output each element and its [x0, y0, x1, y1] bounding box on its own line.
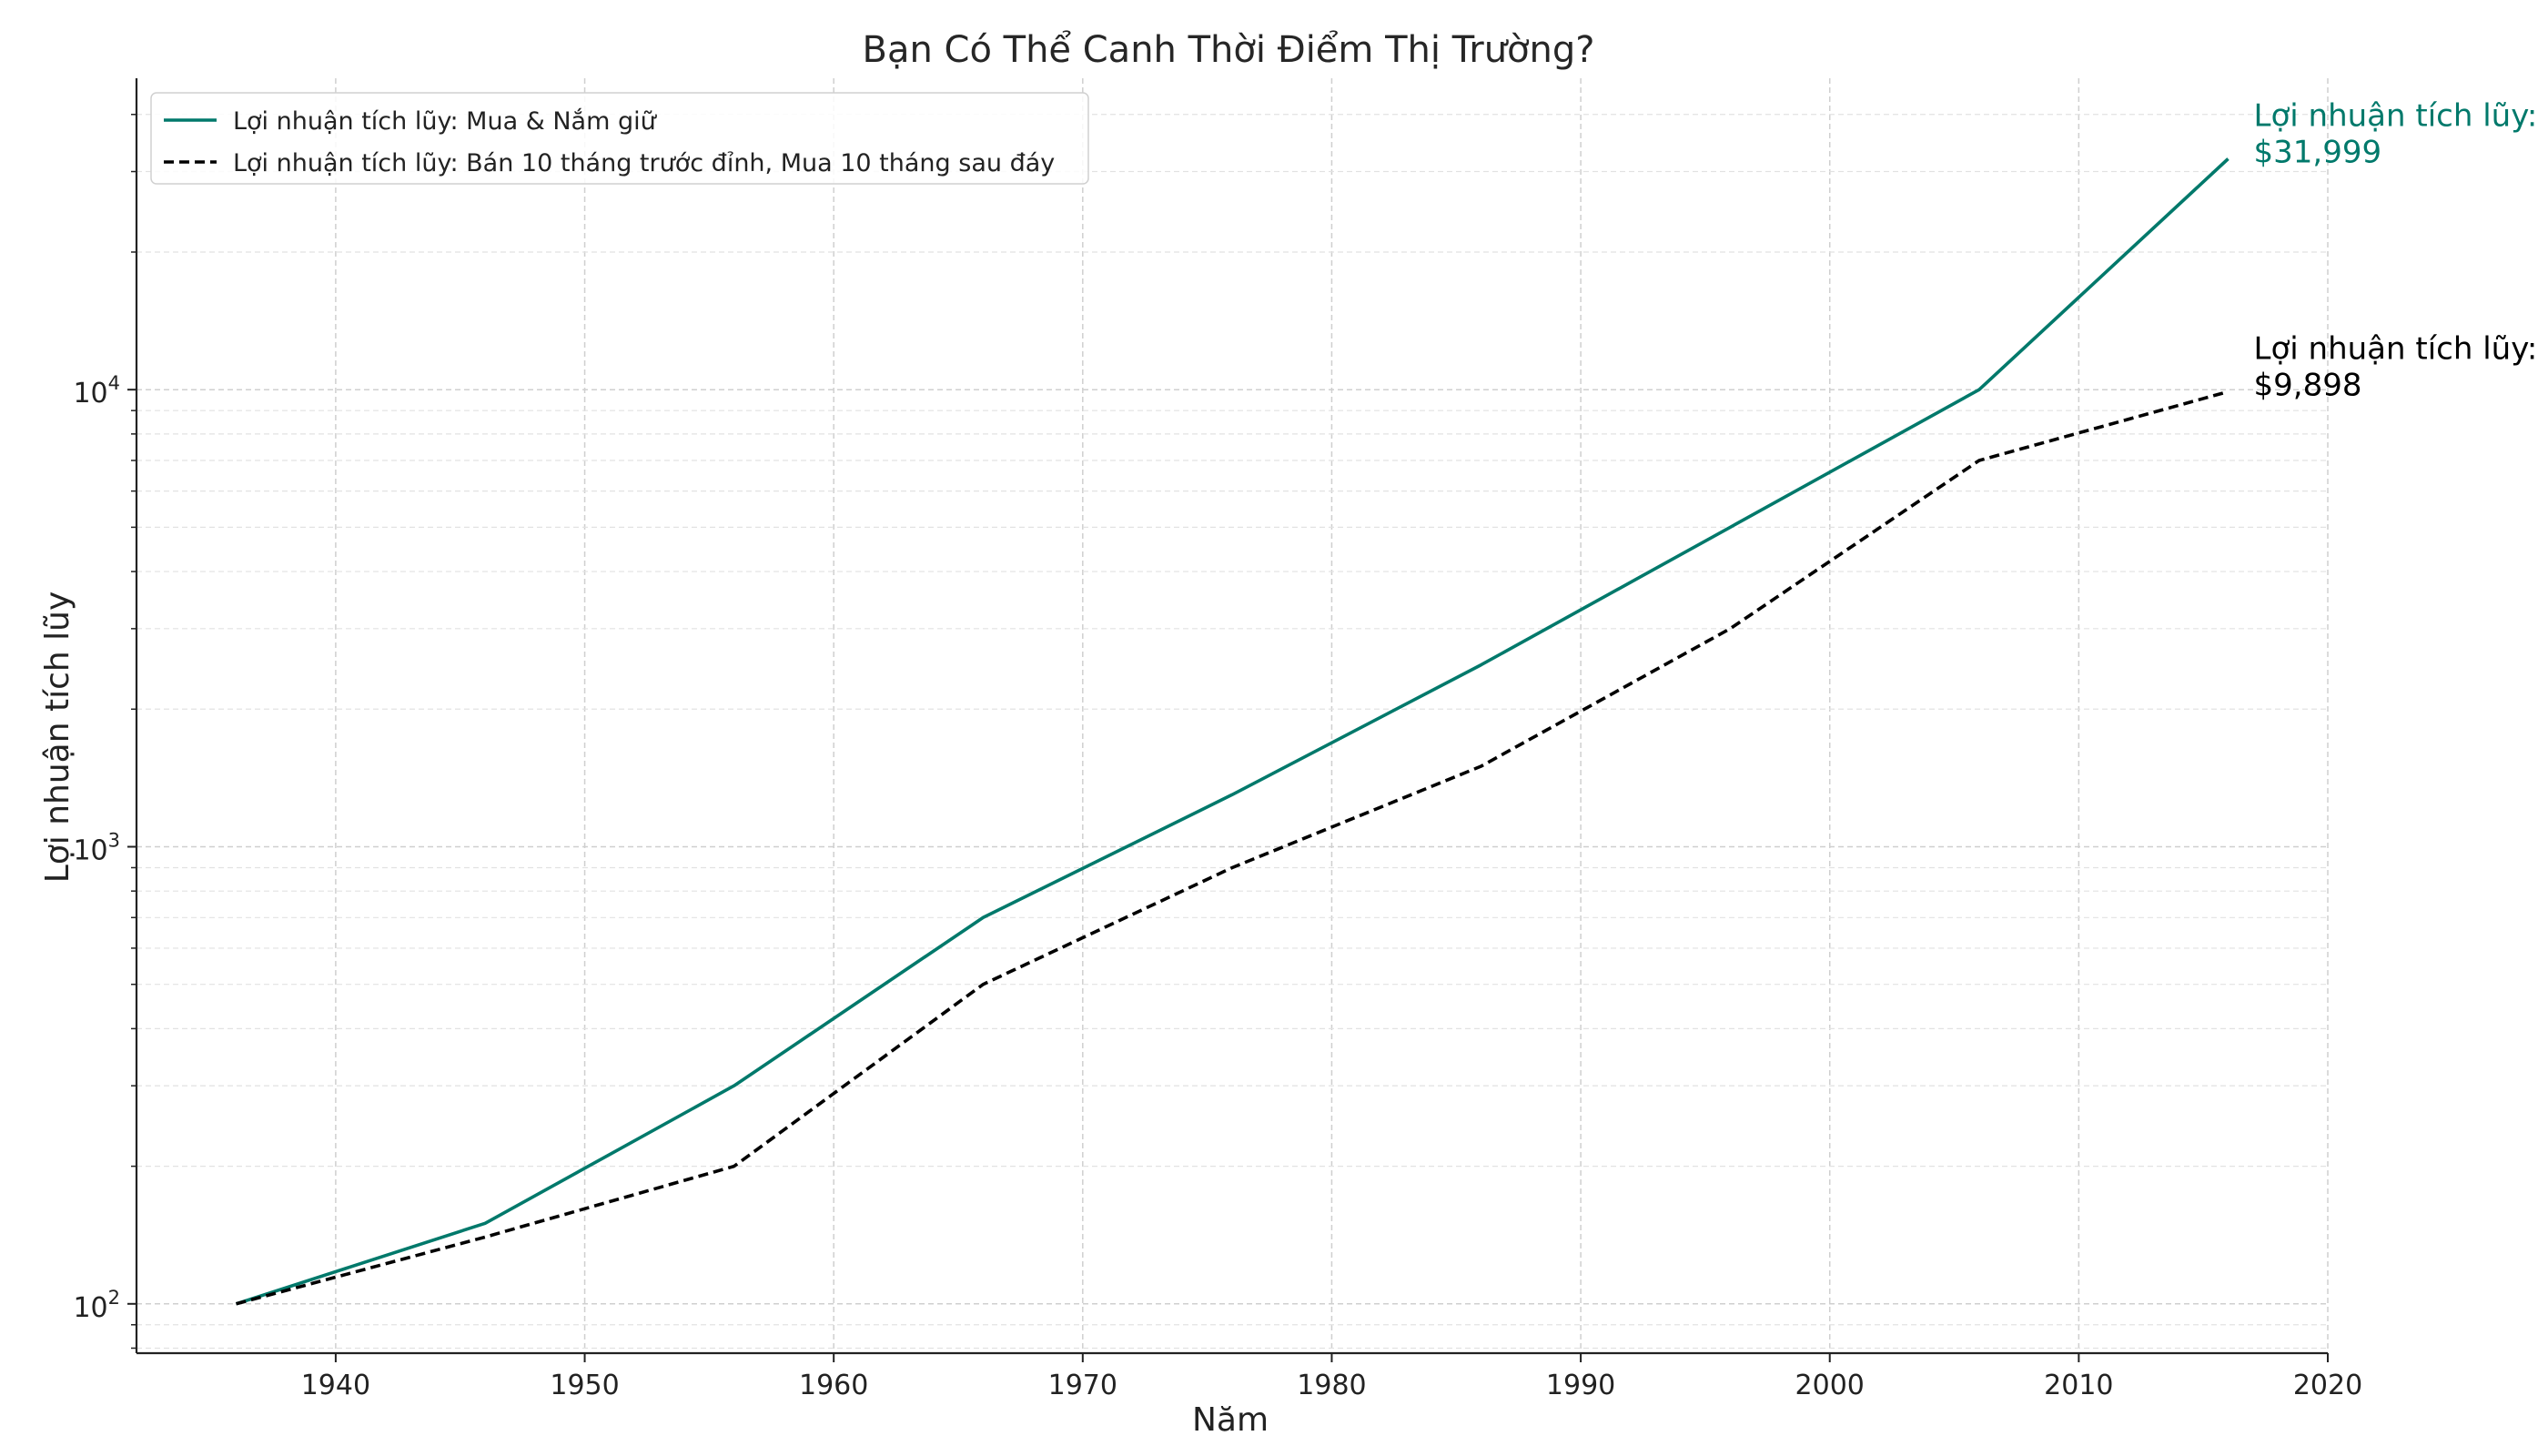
series-layer	[235, 157, 2230, 1306]
x-tick-label: 1950	[550, 1370, 619, 1401]
x-tick-label: 2000	[1795, 1370, 1865, 1401]
x-tick-label: 1970	[1048, 1370, 1117, 1401]
annotation-label-2: Lợi nhuận tích lũy:	[2254, 330, 2538, 367]
series-line-1	[235, 157, 2230, 1306]
y-tick-label: 102	[73, 1287, 120, 1324]
y-tick-label: 103	[73, 829, 120, 866]
chart-title: Bạn Có Thể Canh Thời Điểm Thị Trường?	[863, 29, 1595, 71]
annotation-value-1: $31,999	[2254, 134, 2382, 170]
x-tick-label: 1960	[799, 1370, 868, 1401]
y-axis-label: Lợi nhuận tích lũy	[39, 592, 76, 884]
legend-label-1: Lợi nhuận tích lũy: Mua & Nắm giữ	[233, 107, 658, 136]
x-tick-label: 1990	[1546, 1370, 1615, 1401]
legend-box	[150, 92, 1089, 185]
x-tick-label: 2010	[2044, 1370, 2113, 1401]
tick-labels: 1940 1950 1960 1970 1980 1990 2000 2010 2020 102 1…	[73, 372, 2362, 1401]
y-tick-label: 104	[73, 372, 120, 410]
legend: Lợi nhuận tích lũy: Mua & Nắm giữ Lợi nhu…	[150, 92, 1089, 185]
legend-label-2: Lợi nhuận tích lũy: Bán 10 tháng trước đ…	[233, 149, 1055, 177]
axes	[127, 78, 2329, 1362]
x-tick-label: 1940	[301, 1370, 370, 1401]
x-axis-label: Năm	[1192, 1401, 1269, 1439]
grid	[136, 78, 2329, 1353]
annotation-label-1: Lợi nhuận tích lũy:	[2254, 97, 2538, 134]
x-tick-label: 2020	[2293, 1370, 2362, 1401]
series-line-2	[236, 389, 2229, 1306]
x-tick-label: 1980	[1297, 1370, 1366, 1401]
annotation-value-2: $9,898	[2254, 367, 2362, 403]
